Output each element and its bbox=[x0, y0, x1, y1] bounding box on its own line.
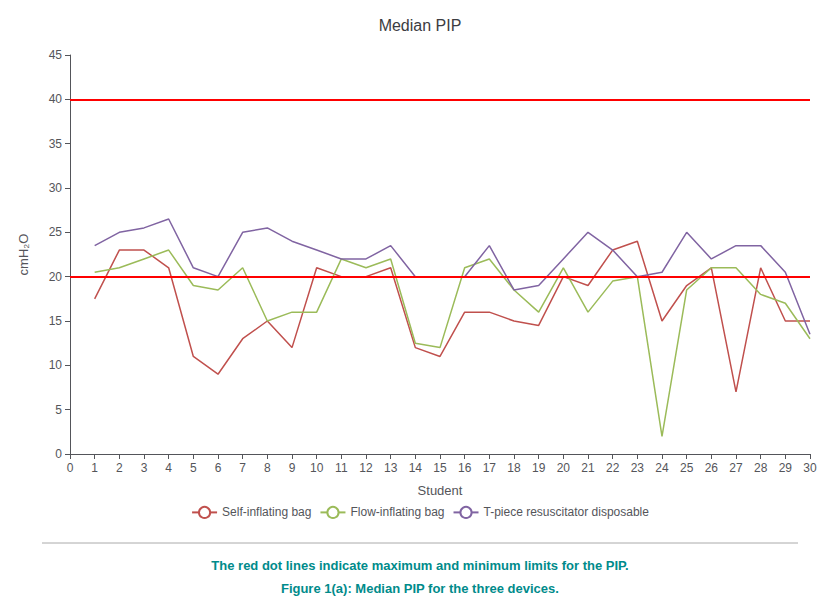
svg-text:14: 14 bbox=[409, 461, 423, 475]
svg-text:2: 2 bbox=[116, 461, 123, 475]
svg-text:3: 3 bbox=[141, 461, 148, 475]
svg-text:11: 11 bbox=[335, 461, 348, 475]
svg-text:27: 27 bbox=[729, 461, 743, 475]
svg-text:30: 30 bbox=[49, 181, 63, 195]
svg-text:16: 16 bbox=[458, 461, 472, 475]
svg-text:10: 10 bbox=[49, 358, 63, 372]
svg-text:Figure 1(a): Median PIP for th: Figure 1(a): Median PIP for the three de… bbox=[281, 581, 559, 596]
svg-text:23: 23 bbox=[631, 461, 645, 475]
svg-text:Student: Student bbox=[418, 483, 463, 498]
svg-text:8: 8 bbox=[264, 461, 271, 475]
svg-text:28: 28 bbox=[754, 461, 768, 475]
svg-text:17: 17 bbox=[483, 461, 497, 475]
svg-text:0: 0 bbox=[55, 447, 62, 461]
svg-text:13: 13 bbox=[384, 461, 398, 475]
svg-text:0: 0 bbox=[67, 461, 74, 475]
svg-text:22: 22 bbox=[606, 461, 620, 475]
svg-text:25: 25 bbox=[49, 225, 63, 239]
svg-text:35: 35 bbox=[49, 137, 63, 151]
svg-text:12: 12 bbox=[359, 461, 373, 475]
svg-text:10: 10 bbox=[310, 461, 324, 475]
svg-text:26: 26 bbox=[705, 461, 719, 475]
svg-text:5: 5 bbox=[55, 403, 62, 417]
svg-text:19: 19 bbox=[532, 461, 546, 475]
svg-text:40: 40 bbox=[49, 92, 63, 106]
svg-text:Self-inflating bag: Self-inflating bag bbox=[222, 505, 311, 519]
svg-text:45: 45 bbox=[49, 48, 63, 62]
svg-text:18: 18 bbox=[507, 461, 521, 475]
svg-text:24: 24 bbox=[655, 461, 669, 475]
svg-text:T-piece resuscitator disposabl: T-piece resuscitator disposable bbox=[484, 505, 650, 519]
svg-text:21: 21 bbox=[581, 461, 595, 475]
svg-text:4: 4 bbox=[165, 461, 172, 475]
svg-text:20: 20 bbox=[49, 270, 63, 284]
svg-text:15: 15 bbox=[49, 314, 63, 328]
svg-text:7: 7 bbox=[239, 461, 246, 475]
svg-text:Median PIP: Median PIP bbox=[379, 17, 462, 34]
svg-text:cmH₂O: cmH₂O bbox=[16, 234, 31, 276]
svg-text:29: 29 bbox=[779, 461, 793, 475]
svg-text:15: 15 bbox=[433, 461, 447, 475]
svg-text:30: 30 bbox=[803, 461, 817, 475]
svg-text:1: 1 bbox=[91, 461, 98, 475]
svg-text:Flow-inflating bag: Flow-inflating bag bbox=[350, 505, 444, 519]
svg-text:9: 9 bbox=[289, 461, 296, 475]
svg-text:25: 25 bbox=[680, 461, 694, 475]
svg-text:20: 20 bbox=[557, 461, 571, 475]
svg-text:6: 6 bbox=[215, 461, 222, 475]
svg-text:The red dot lines indicate max: The red dot lines indicate maximum and m… bbox=[211, 558, 628, 573]
svg-text:5: 5 bbox=[190, 461, 197, 475]
